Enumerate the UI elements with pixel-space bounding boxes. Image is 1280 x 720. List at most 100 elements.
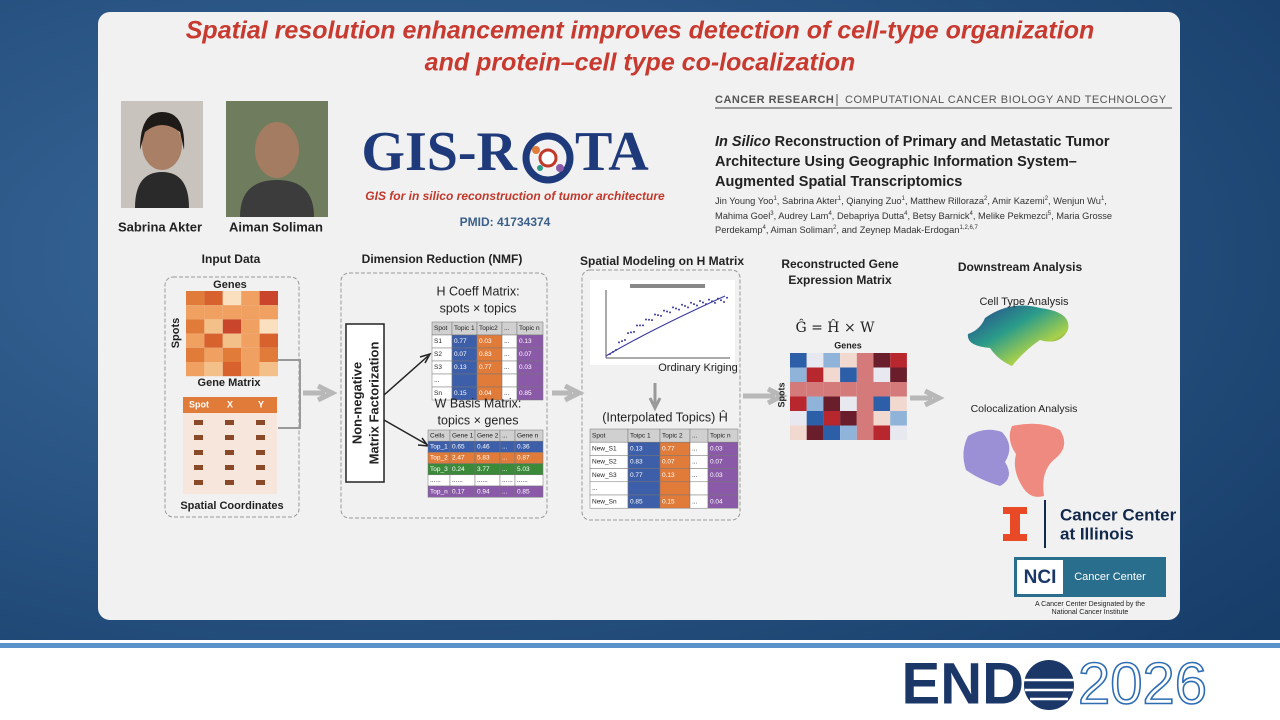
table-text: Cells xyxy=(430,432,445,439)
heatmap-cell xyxy=(204,305,223,320)
journal: CANCER RESEARCH xyxy=(715,94,834,106)
table-text: ... xyxy=(692,432,698,439)
plot-point xyxy=(681,303,683,306)
label: Genes xyxy=(834,340,862,350)
coloc-map xyxy=(963,429,1010,486)
table-text: 0.85 xyxy=(519,390,532,397)
table-text: Topic2 xyxy=(479,325,498,332)
heatmap-cell xyxy=(806,411,824,426)
heatmap-cell xyxy=(186,362,205,377)
arrow xyxy=(648,383,662,412)
table-cell xyxy=(659,481,691,496)
logo-o xyxy=(522,132,574,184)
heatmap-cell xyxy=(840,382,857,397)
table-text: New_S2 xyxy=(592,459,617,466)
heatmap-cell xyxy=(856,411,874,426)
table-header: X xyxy=(227,399,233,409)
table-text: 5.03 xyxy=(517,466,530,473)
table-text: S2 xyxy=(434,351,442,358)
heatmap-cell xyxy=(856,353,874,368)
coord-header xyxy=(183,397,277,413)
table-text: Sn xyxy=(434,390,442,397)
table-cell xyxy=(707,481,739,496)
logo-text: TA xyxy=(575,121,649,183)
heatmap-cell xyxy=(241,319,260,334)
table-text: ... xyxy=(504,351,510,358)
endo-globe-lines xyxy=(1024,678,1074,701)
table-text: 0.87 xyxy=(517,455,530,462)
table-text: ... xyxy=(502,432,508,439)
heatmap-cell xyxy=(823,425,841,440)
coord-glyph xyxy=(256,450,265,455)
plot-point xyxy=(639,324,641,327)
arrow xyxy=(743,386,788,406)
label: Spots xyxy=(776,382,786,407)
heatmap-cell xyxy=(790,367,807,382)
arrow xyxy=(910,388,945,408)
author: Qianying Zuo xyxy=(846,196,902,207)
table-text: ... xyxy=(692,498,698,505)
table-text: Topic 1 xyxy=(454,325,475,332)
author: Maria Grosse Perdekamp xyxy=(715,210,1113,236)
table-text: 0.07 xyxy=(454,351,467,358)
person-name: Aiman Soliman xyxy=(229,219,323,234)
table-text: ... xyxy=(502,466,508,473)
plot-point xyxy=(714,301,716,304)
plot-point xyxy=(630,331,632,334)
coord-glyph xyxy=(256,480,265,485)
slide-title: Spatial resolution enhancement improves … xyxy=(186,17,1095,45)
table-text: 0.03 xyxy=(710,472,723,479)
table-text: 0.13 xyxy=(630,446,643,453)
heatmap-cell xyxy=(856,396,874,411)
table-text: New_S1 xyxy=(592,446,617,453)
author: Sabrina Akter xyxy=(781,196,838,207)
nmf-label: Matrix Factorization xyxy=(366,342,381,465)
coord-table xyxy=(183,397,277,494)
table-text: ... xyxy=(504,325,510,332)
heatmap-cell xyxy=(823,411,841,426)
logo-dot xyxy=(556,164,564,172)
endo-globe xyxy=(1024,660,1074,710)
table-text: 0.07 xyxy=(710,459,723,466)
table-text: 0.85 xyxy=(517,488,530,495)
plot-point xyxy=(720,299,722,302)
affiliation: 1 xyxy=(773,196,777,202)
table-text: 0.07 xyxy=(519,351,532,358)
table-text: ... xyxy=(502,488,508,495)
plot-point xyxy=(726,296,728,299)
table-cell xyxy=(501,373,518,388)
affiliation: 1 xyxy=(837,196,842,202)
coord-glyph xyxy=(194,420,203,425)
author: and Zeynep Madak-Erdogan xyxy=(841,225,960,236)
heatmap-cell xyxy=(204,347,223,362)
heatmap-cell xyxy=(840,425,857,440)
heatmap-cell xyxy=(222,305,242,320)
heatmap-cell xyxy=(241,347,260,362)
heatmap-cell xyxy=(241,362,260,377)
coord-glyph xyxy=(256,420,265,425)
table-text: Gene n xyxy=(517,432,539,439)
nci-badge xyxy=(1017,560,1063,594)
table-text: 0.77 xyxy=(630,472,643,479)
plot-point xyxy=(615,349,617,352)
slide-title: and protein–cell type co-localization xyxy=(425,49,856,77)
plot-point xyxy=(669,311,671,314)
table-cell xyxy=(514,485,544,498)
heatmap-cell xyxy=(806,353,824,368)
table-text: Top_1 xyxy=(430,444,448,451)
table-text: 0.83 xyxy=(479,351,492,358)
table-text: S3 xyxy=(434,364,442,371)
heatmap-cell xyxy=(840,353,857,368)
heatmap-cell xyxy=(890,425,907,440)
plot-point xyxy=(654,313,656,316)
plot-point xyxy=(708,298,710,301)
photo-body xyxy=(240,180,314,217)
affiliation: 4 xyxy=(762,225,766,232)
author: Matthew Rilloraza xyxy=(910,196,984,207)
affiliation: 4 xyxy=(904,210,908,217)
coord-glyph xyxy=(225,465,234,470)
heatmap-cell xyxy=(790,411,807,426)
nci-note: National Cancer Institute xyxy=(1052,609,1129,616)
label: Cell Type Analysis xyxy=(979,296,1069,308)
